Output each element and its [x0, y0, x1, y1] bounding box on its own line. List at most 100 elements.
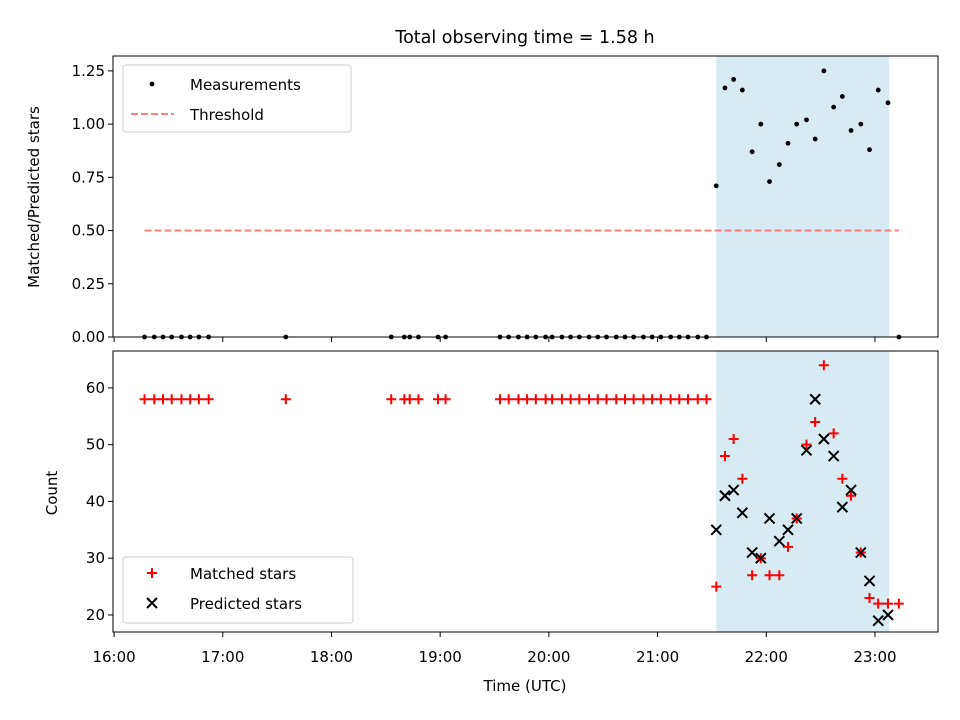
matched-star-point	[837, 473, 848, 484]
predicted-star-point	[855, 546, 867, 559]
count-legend-box	[122, 556, 354, 624]
y-tick-label: 0.75	[72, 168, 105, 186]
measurement-point	[731, 77, 737, 82]
matched-star-point	[413, 394, 424, 405]
measurement-point	[858, 121, 864, 127]
measurement-point	[875, 87, 881, 93]
matched-star-point	[801, 439, 812, 450]
predicted-star-point	[845, 484, 857, 496]
measurement-point	[749, 149, 755, 155]
count-y-label: Count	[43, 471, 61, 516]
x-tick-label: 16:00	[92, 648, 135, 666]
measurement-point	[794, 121, 800, 127]
x-tick-label: 18:00	[310, 648, 353, 666]
predicted-star-point	[755, 552, 767, 564]
legend-matched-label: Matched stars	[190, 565, 296, 583]
ratio-y-label: Matched/Predicted stars	[25, 106, 43, 288]
axes-frame	[112, 350, 939, 633]
matched-star-point	[176, 394, 187, 405]
predicted-star-point	[863, 575, 876, 587]
matched-star-point	[530, 394, 541, 405]
measurement-point	[804, 117, 809, 123]
y-tick-label: 1.25	[72, 62, 105, 80]
predicted-star-point	[827, 450, 840, 462]
x-tick-label: 17:00	[201, 648, 244, 666]
matched-star-point	[547, 394, 558, 405]
y-tick-label: 0.00	[72, 328, 105, 346]
matched-star-point	[611, 394, 622, 405]
measurement-point	[885, 100, 891, 106]
y-tick-label: 0.50	[72, 222, 105, 240]
x-tick-label: 23:00	[853, 648, 896, 666]
matched-star-point	[280, 394, 291, 405]
matched-star-point	[522, 394, 533, 405]
measurement-point	[739, 87, 745, 93]
predicted-star-point	[763, 512, 776, 525]
x-tick-label: 21:00	[636, 648, 679, 666]
x-tick-label: 22:00	[745, 648, 788, 666]
measurement-point	[776, 162, 782, 167]
matched-star-point	[692, 394, 703, 405]
measurement-point	[767, 179, 772, 184]
matched-star-point	[864, 592, 875, 603]
matched-star-point	[619, 394, 630, 405]
measurement-point	[722, 85, 728, 91]
matched-star-point	[774, 570, 785, 581]
predicted-star-point	[872, 614, 884, 627]
measurement-point	[848, 128, 854, 133]
matched-star-point	[556, 394, 567, 405]
predicted-star-point	[719, 490, 731, 502]
predicted-star-point	[790, 512, 803, 525]
matched-star-point	[584, 394, 595, 405]
y-tick-label: 0.25	[72, 275, 105, 293]
measurement-point	[831, 104, 837, 110]
matched-star-point	[601, 394, 612, 405]
matched-star-point	[386, 394, 397, 405]
y-tick-label: 20	[86, 606, 105, 624]
count-legend: Matched stars Predicted stars	[122, 556, 354, 624]
matched-star-point	[810, 416, 821, 427]
measurement-point	[758, 121, 764, 127]
matched-star-point	[719, 451, 730, 462]
observing-span	[716, 351, 890, 632]
y-tick-label: 50	[86, 436, 105, 454]
matched-star-point	[747, 570, 758, 581]
legend-predicted-marker	[146, 597, 158, 609]
predicted-star-point	[782, 524, 794, 536]
measurement-point	[812, 136, 818, 142]
predicted-star-point	[710, 524, 722, 536]
measurement-point	[785, 140, 791, 146]
matched-star-point	[711, 581, 722, 592]
predicted-star-point	[809, 393, 821, 405]
matched-star-point	[628, 394, 639, 405]
matched-star-point	[893, 598, 904, 609]
matched-star-point	[166, 394, 177, 405]
y-tick-label: 1.00	[72, 115, 105, 133]
matched-star-point	[440, 394, 451, 405]
matched-star-point	[783, 541, 793, 552]
chart-title: Total observing time = 1.58 h	[394, 28, 654, 48]
x-tick-label: 20:00	[527, 648, 570, 666]
axes-frame	[112, 55, 939, 338]
matched-star-point	[818, 360, 829, 371]
matched-star-point	[193, 394, 204, 405]
measurement-point	[839, 94, 845, 99]
matched-star-point	[592, 394, 603, 405]
legend-threshold-label: Threshold	[189, 106, 264, 124]
count-panel: 20 30 40 50 60 16:00 17:00 18:00 19:00 20:00 21:00…	[86, 350, 939, 666]
matched-star-point	[565, 394, 576, 405]
legend-predicted-label: Predicted stars	[190, 595, 302, 613]
matched-star-point	[764, 570, 775, 581]
observing-span	[716, 56, 890, 337]
measurement-point	[713, 183, 719, 189]
matched-star-point	[665, 394, 676, 405]
matched-star-point	[701, 394, 712, 405]
x-tick-label: 19:00	[419, 648, 462, 666]
matched-star-point	[185, 394, 196, 405]
predicted-star-point	[773, 535, 786, 547]
predicted-star-point	[800, 444, 813, 457]
matched-star-point	[149, 394, 160, 405]
matched-star-point	[647, 394, 658, 405]
matched-star-point	[728, 433, 739, 444]
